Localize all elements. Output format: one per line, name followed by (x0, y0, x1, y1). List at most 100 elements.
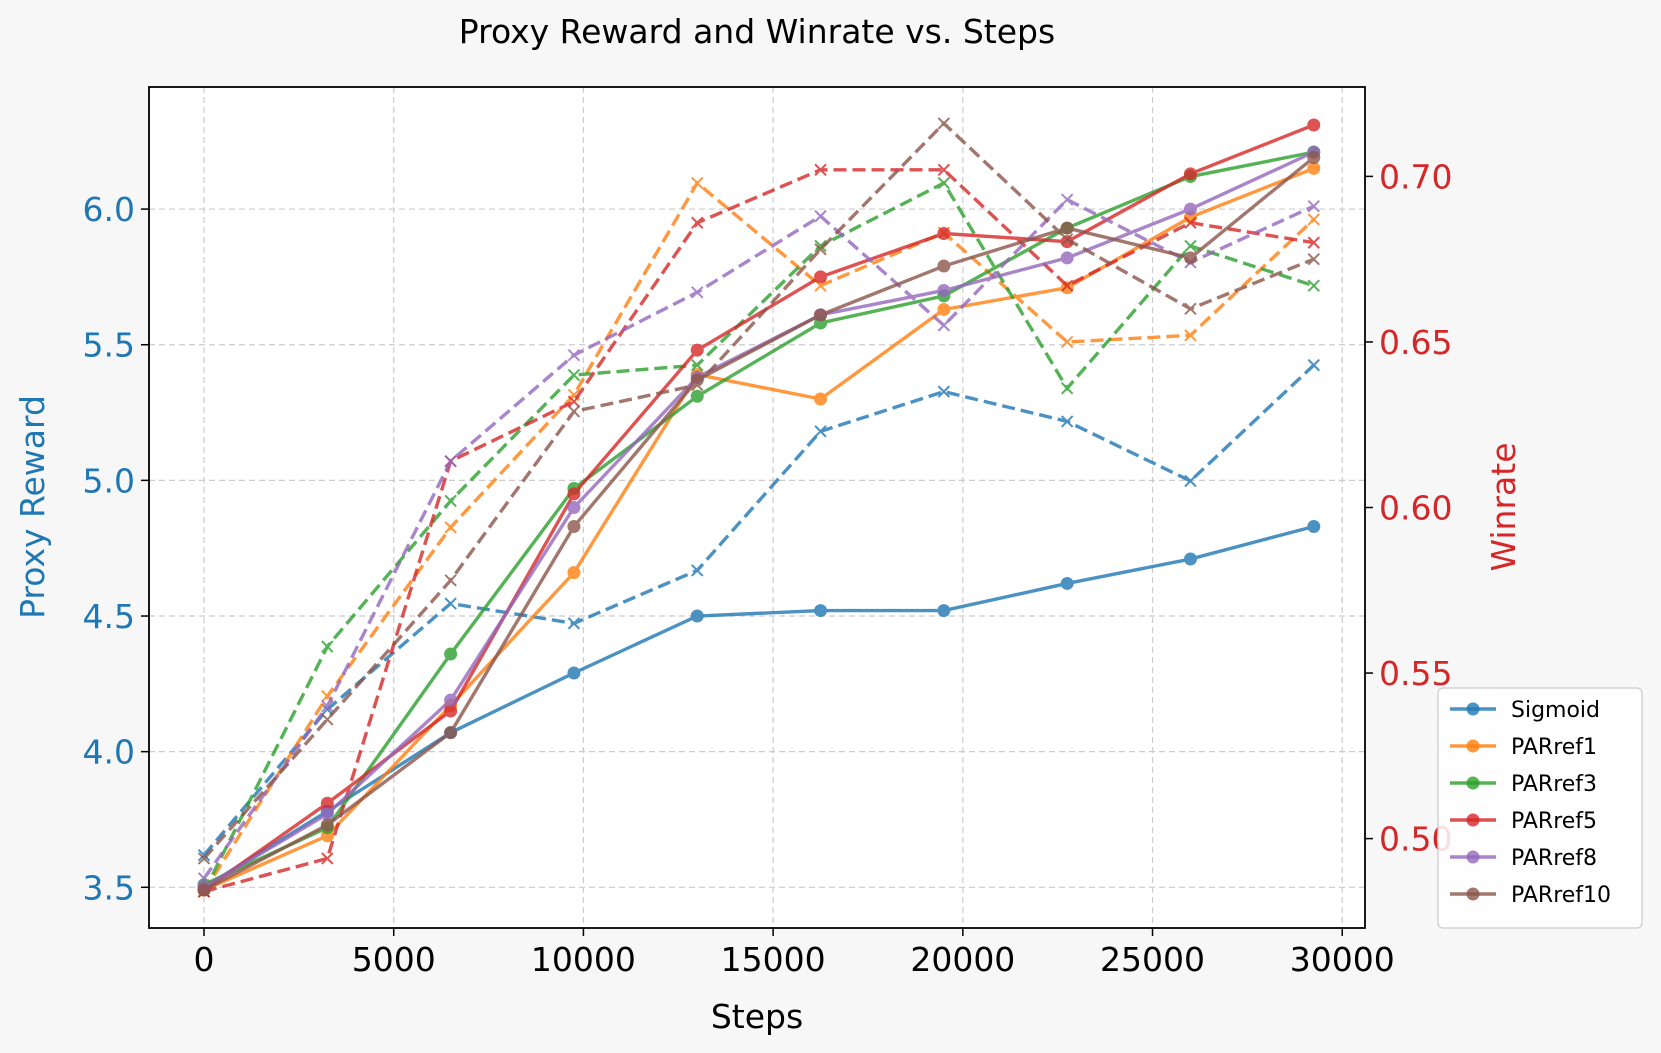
x-tick-label: 10000 (531, 940, 636, 979)
legend-label: PARref3 (1511, 772, 1597, 797)
parref5-reward-point (937, 226, 951, 240)
parref5-reward-point (567, 487, 581, 501)
legend-item: PARref10 (1450, 883, 1611, 908)
parref5-reward-point (320, 796, 334, 810)
parref3-reward-line (203, 150, 1315, 887)
legend-box (1437, 687, 1643, 929)
parref10-reward-point (197, 883, 211, 897)
parref1-winrate-point (1060, 335, 1074, 349)
parref10-winrate-point (937, 117, 951, 130)
parref3-winrate-point (321, 640, 334, 653)
parref5-winrate-point (937, 163, 951, 176)
sigmoid-winrate-point (814, 425, 827, 438)
parref10-reward-point (1307, 151, 1321, 165)
parref10-winrate-point (444, 574, 457, 587)
parref3-winrate-point (691, 358, 704, 372)
y-left-tick-label: 3.5 (83, 868, 135, 907)
sigmoid-reward-point (814, 604, 828, 618)
series-parref10 (197, 117, 1321, 897)
sigmoid-winrate-point (1184, 474, 1197, 488)
parref1-reward-point (567, 566, 581, 580)
chart-title: Proxy Reward and Winrate vs. Steps (459, 12, 1055, 51)
y-right-tick-label: 0.60 (1379, 489, 1452, 528)
sigmoid-winrate-point (691, 564, 704, 577)
parref8-reward-point (567, 501, 581, 514)
y-right-tick-label: 0.70 (1379, 157, 1452, 196)
parref10-reward-point (1060, 221, 1074, 235)
parref10-winrate-point (1060, 233, 1074, 246)
parref8-reward-point (1183, 202, 1197, 216)
parref5-reward-point (690, 343, 704, 357)
sigmoid-reward-point (567, 666, 581, 680)
y-right-tick-label: 0.65 (1379, 323, 1452, 362)
sigmoid-winrate-point (197, 848, 211, 862)
parref1-winrate-point (1184, 329, 1197, 342)
parref10-reward-line (203, 156, 1315, 892)
y-axis-right-label: Winrate (1484, 442, 1523, 571)
parref8-reward-point (937, 283, 951, 297)
parref5-winrate-point (1184, 216, 1197, 229)
y-left-tick-label: 5.5 (83, 326, 135, 365)
parref10-reward-point (690, 373, 704, 387)
parref8-winrate-point (567, 348, 581, 362)
sigmoid-winrate-point (1307, 358, 1320, 372)
parref1-reward-point (1307, 161, 1321, 175)
sigmoid-reward-point (1183, 552, 1197, 566)
sigmoid-winrate-point (444, 597, 457, 610)
x-axis-label: Steps (711, 997, 803, 1036)
sigmoid-reward-point (1060, 576, 1074, 590)
parref5-winrate-line (203, 168, 1315, 894)
parref5-winrate-point (814, 163, 827, 176)
y-axis-right: 0.500.550.600.650.70 (1365, 157, 1452, 859)
parref1-winrate-line (202, 180, 1315, 893)
parref8-winrate-point (1307, 199, 1320, 213)
parref5-winrate-point (1307, 236, 1320, 249)
y-left-tick-label: 4.0 (83, 733, 135, 772)
parref8-reward-point (1060, 251, 1074, 265)
parref8-winrate-point (444, 454, 457, 468)
sigmoid-winrate-line (202, 363, 1315, 857)
legend-marker (1466, 739, 1480, 753)
sigmoid-reward-point (937, 604, 951, 618)
parref5-reward-point (814, 270, 828, 284)
sigmoid-winrate-point (567, 617, 581, 630)
parref8-winrate-line (202, 197, 1315, 880)
legend-marker (1466, 813, 1480, 827)
parref3-winrate-point (1307, 279, 1320, 292)
parref8-winrate-point (321, 699, 334, 713)
legend-label: PARref10 (1511, 883, 1611, 908)
parref1-reward-point (814, 392, 828, 406)
parref10-winrate-point (814, 243, 827, 256)
y-left-tick-label: 5.0 (83, 461, 135, 500)
y-left-tick-label: 4.5 (83, 597, 135, 636)
legend: Sigmoid PARref1 PARref3 PARref5 PARref8 PARre… (1437, 687, 1643, 929)
parref3-winrate-line (202, 180, 1315, 893)
parref10-reward-point (444, 726, 458, 740)
grid (149, 87, 1365, 928)
parref3-reward-point (444, 647, 458, 661)
y-left-tick-label: 6.0 (83, 190, 135, 229)
parref1-winrate-point (444, 521, 457, 534)
parref3-winrate-point (814, 239, 827, 253)
y-axis-left-label: Proxy Reward (13, 395, 52, 619)
x-axis: 0 5000 10000 15000 20000 25000 30000 (194, 928, 1395, 979)
parref5-reward-point (1060, 235, 1074, 249)
parref3-winrate-point (444, 494, 457, 508)
parref5-reward-point (1183, 167, 1197, 181)
x-tick-label: 30000 (1290, 940, 1395, 979)
parref5-winrate-point (567, 395, 581, 408)
legend-item: PARref5 (1450, 809, 1597, 834)
y-right-tick-label: 0.55 (1379, 654, 1452, 693)
sigmoid-winrate-point (1060, 415, 1074, 428)
legend-label: PARref8 (1511, 846, 1597, 871)
parref3-winrate-point (1184, 239, 1197, 253)
legend-marker (1466, 850, 1480, 864)
parref8-reward-point (444, 693, 458, 707)
parref8-reward-point (320, 807, 334, 821)
parref10-winrate-point (321, 713, 334, 726)
parref10-reward-point (937, 259, 951, 273)
x-tick-label: 15000 (721, 940, 826, 979)
parref10-winrate-point (567, 405, 581, 418)
legend-marker (1466, 702, 1480, 716)
